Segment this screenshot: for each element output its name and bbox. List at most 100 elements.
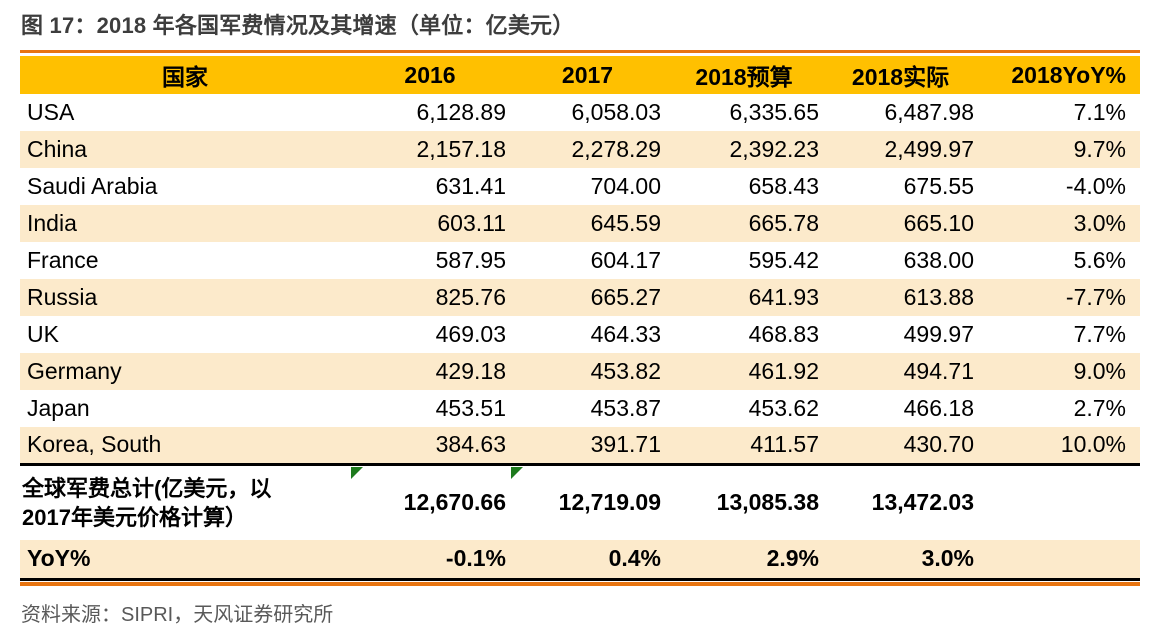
table-row: Germany 429.18 453.82 461.92 494.71 9.0% — [20, 353, 1140, 390]
cell-2016: 587.95 — [435, 247, 506, 273]
table-row: UK 469.03 464.33 468.83 499.97 7.7% — [20, 316, 1140, 353]
cell-2016: 2,157.18 — [350, 131, 510, 168]
cell-yoy: 3.0% — [978, 205, 1140, 242]
cell-2018-budget: 6,335.65 — [729, 99, 819, 125]
total-2016: 12,670.66 — [350, 462, 510, 540]
cell-2016: 469.03 — [435, 321, 506, 347]
cell-2017: 464.33 — [590, 321, 661, 347]
cell-2018-budget: 461.92 — [665, 353, 823, 390]
cell-2018-actual: 665.10 — [823, 205, 978, 242]
cell-yoy: 5.6% — [1073, 247, 1126, 273]
cell-yoy: 9.0% — [978, 353, 1140, 390]
cell-2018-actual: 499.97 — [903, 321, 974, 347]
cell-2018-actual: 638.00 — [903, 247, 974, 273]
total-label: 全球军费总计(亿美元，以 2017年美元价格计算） — [20, 462, 350, 540]
yoy-2018-actual: 3.0% — [823, 540, 978, 581]
cell-country: China — [20, 131, 350, 168]
header-2016: 2016 — [350, 56, 510, 94]
title-divider — [20, 50, 1140, 53]
cell-2017: 391.71 — [510, 427, 665, 464]
table-row: Russia 825.76 665.27 641.93 613.88 -7.7% — [20, 279, 1140, 316]
total-yoy — [978, 462, 1140, 540]
yoy-2017: 0.4% — [510, 540, 665, 581]
yoy-label: YoY% — [20, 540, 350, 581]
total-2018-budget: 13,085.38 — [665, 462, 823, 540]
cell-country: Germany — [20, 353, 350, 390]
table-row: China 2,157.18 2,278.29 2,392.23 2,499.9… — [20, 131, 1140, 168]
table-row: France 587.95 604.17 595.42 638.00 5.6% — [20, 242, 1140, 279]
cell-country: Saudi Arabia — [27, 173, 158, 199]
cell-2018-actual: 466.18 — [903, 395, 974, 421]
cell-country: India — [20, 205, 350, 242]
cell-2018-actual: 494.71 — [823, 353, 978, 390]
error-indicator-icon — [351, 466, 363, 479]
cell-yoy: 9.7% — [978, 131, 1140, 168]
header-2018-budget: 2018预算 — [665, 56, 823, 94]
cell-yoy: 2.7% — [1073, 395, 1126, 421]
total-2018-actual: 13,472.03 — [823, 462, 978, 540]
yoy-2018-budget: 2.9% — [665, 540, 823, 581]
cell-yoy: -4.0% — [1065, 173, 1126, 199]
cell-2018-actual: 6,487.98 — [884, 99, 974, 125]
cell-2018-actual: 430.70 — [823, 427, 978, 464]
cell-2017: 6,058.03 — [571, 99, 661, 125]
cell-2018-actual: 2,499.97 — [823, 131, 978, 168]
military-spending-table: 国家 2016 2017 2018预算 2018实际 2018YoY% USA … — [20, 56, 1140, 581]
table-bottom-divider — [20, 581, 1140, 586]
global-yoy-row: YoY% -0.1% 0.4% 2.9% 3.0% — [20, 540, 1140, 581]
table-header-row: 国家 2016 2017 2018预算 2018实际 2018YoY% — [20, 56, 1140, 94]
cell-country: France — [27, 247, 99, 273]
cell-2017: 604.17 — [590, 247, 661, 273]
cell-2016: 631.41 — [435, 173, 506, 199]
cell-2017: 2,278.29 — [510, 131, 665, 168]
cell-yoy: -7.7% — [978, 279, 1140, 316]
total-2017-value: 12,719.09 — [558, 489, 661, 516]
table-row: USA 6,128.89 6,058.03 6,335.65 6,487.98 … — [20, 94, 1140, 131]
total-2016-value: 12,670.66 — [403, 489, 506, 516]
yoy-yoy — [978, 540, 1140, 581]
header-2018-actual: 2018实际 — [823, 56, 978, 94]
table-row: Japan 453.51 453.87 453.62 466.18 2.7% — [20, 390, 1140, 427]
header-country: 国家 — [20, 56, 350, 94]
cell-2018-budget: 595.42 — [748, 247, 819, 273]
cell-2016: 825.76 — [350, 279, 510, 316]
cell-2017: 665.27 — [510, 279, 665, 316]
cell-2018-actual: 613.88 — [823, 279, 978, 316]
cell-2018-budget: 2,392.23 — [665, 131, 823, 168]
source-note: 资料来源：SIPRI，天风证券研究所 — [21, 603, 334, 626]
header-2018-yoy: 2018YoY% — [978, 56, 1140, 94]
cell-2018-budget: 641.93 — [665, 279, 823, 316]
total-2017: 12,719.09 — [510, 462, 665, 540]
cell-2018-budget: 411.57 — [665, 427, 823, 464]
cell-country: UK — [27, 321, 59, 347]
cell-2018-budget: 468.83 — [748, 321, 819, 347]
table-row: Korea, South 384.63 391.71 411.57 430.70… — [20, 427, 1140, 464]
cell-yoy: 10.0% — [978, 427, 1140, 464]
error-indicator-icon — [511, 466, 523, 479]
cell-country: Korea, South — [20, 427, 350, 464]
table-row: Saudi Arabia 631.41 704.00 658.43 675.55… — [20, 168, 1140, 205]
cell-2017: 453.82 — [510, 353, 665, 390]
cell-country: USA — [27, 99, 75, 125]
cell-country: Japan — [27, 395, 90, 421]
cell-yoy: 7.1% — [1073, 99, 1126, 125]
table-row: India 603.11 645.59 665.78 665.10 3.0% — [20, 205, 1140, 242]
global-total-row: 全球军费总计(亿美元，以 2017年美元价格计算） 12,670.66 12,7… — [20, 462, 1140, 540]
cell-2017: 704.00 — [590, 173, 661, 199]
cell-2016: 6,128.89 — [416, 99, 506, 125]
cell-2018-budget: 665.78 — [665, 205, 823, 242]
cell-2016: 384.63 — [350, 427, 510, 464]
cell-2018-budget: 658.43 — [748, 173, 819, 199]
cell-2016: 603.11 — [350, 205, 510, 242]
header-2017: 2017 — [510, 56, 665, 94]
cell-2017: 645.59 — [510, 205, 665, 242]
cell-2018-actual: 675.55 — [903, 173, 974, 199]
cell-2016: 429.18 — [350, 353, 510, 390]
cell-country: Russia — [20, 279, 350, 316]
figure-title: 图 17：2018 年各国军费情况及其增速（单位：亿美元） — [21, 13, 575, 38]
cell-2018-budget: 453.62 — [748, 395, 819, 421]
yoy-2016: -0.1% — [350, 540, 510, 581]
cell-yoy: 7.7% — [1073, 321, 1126, 347]
cell-2016: 453.51 — [435, 395, 506, 421]
